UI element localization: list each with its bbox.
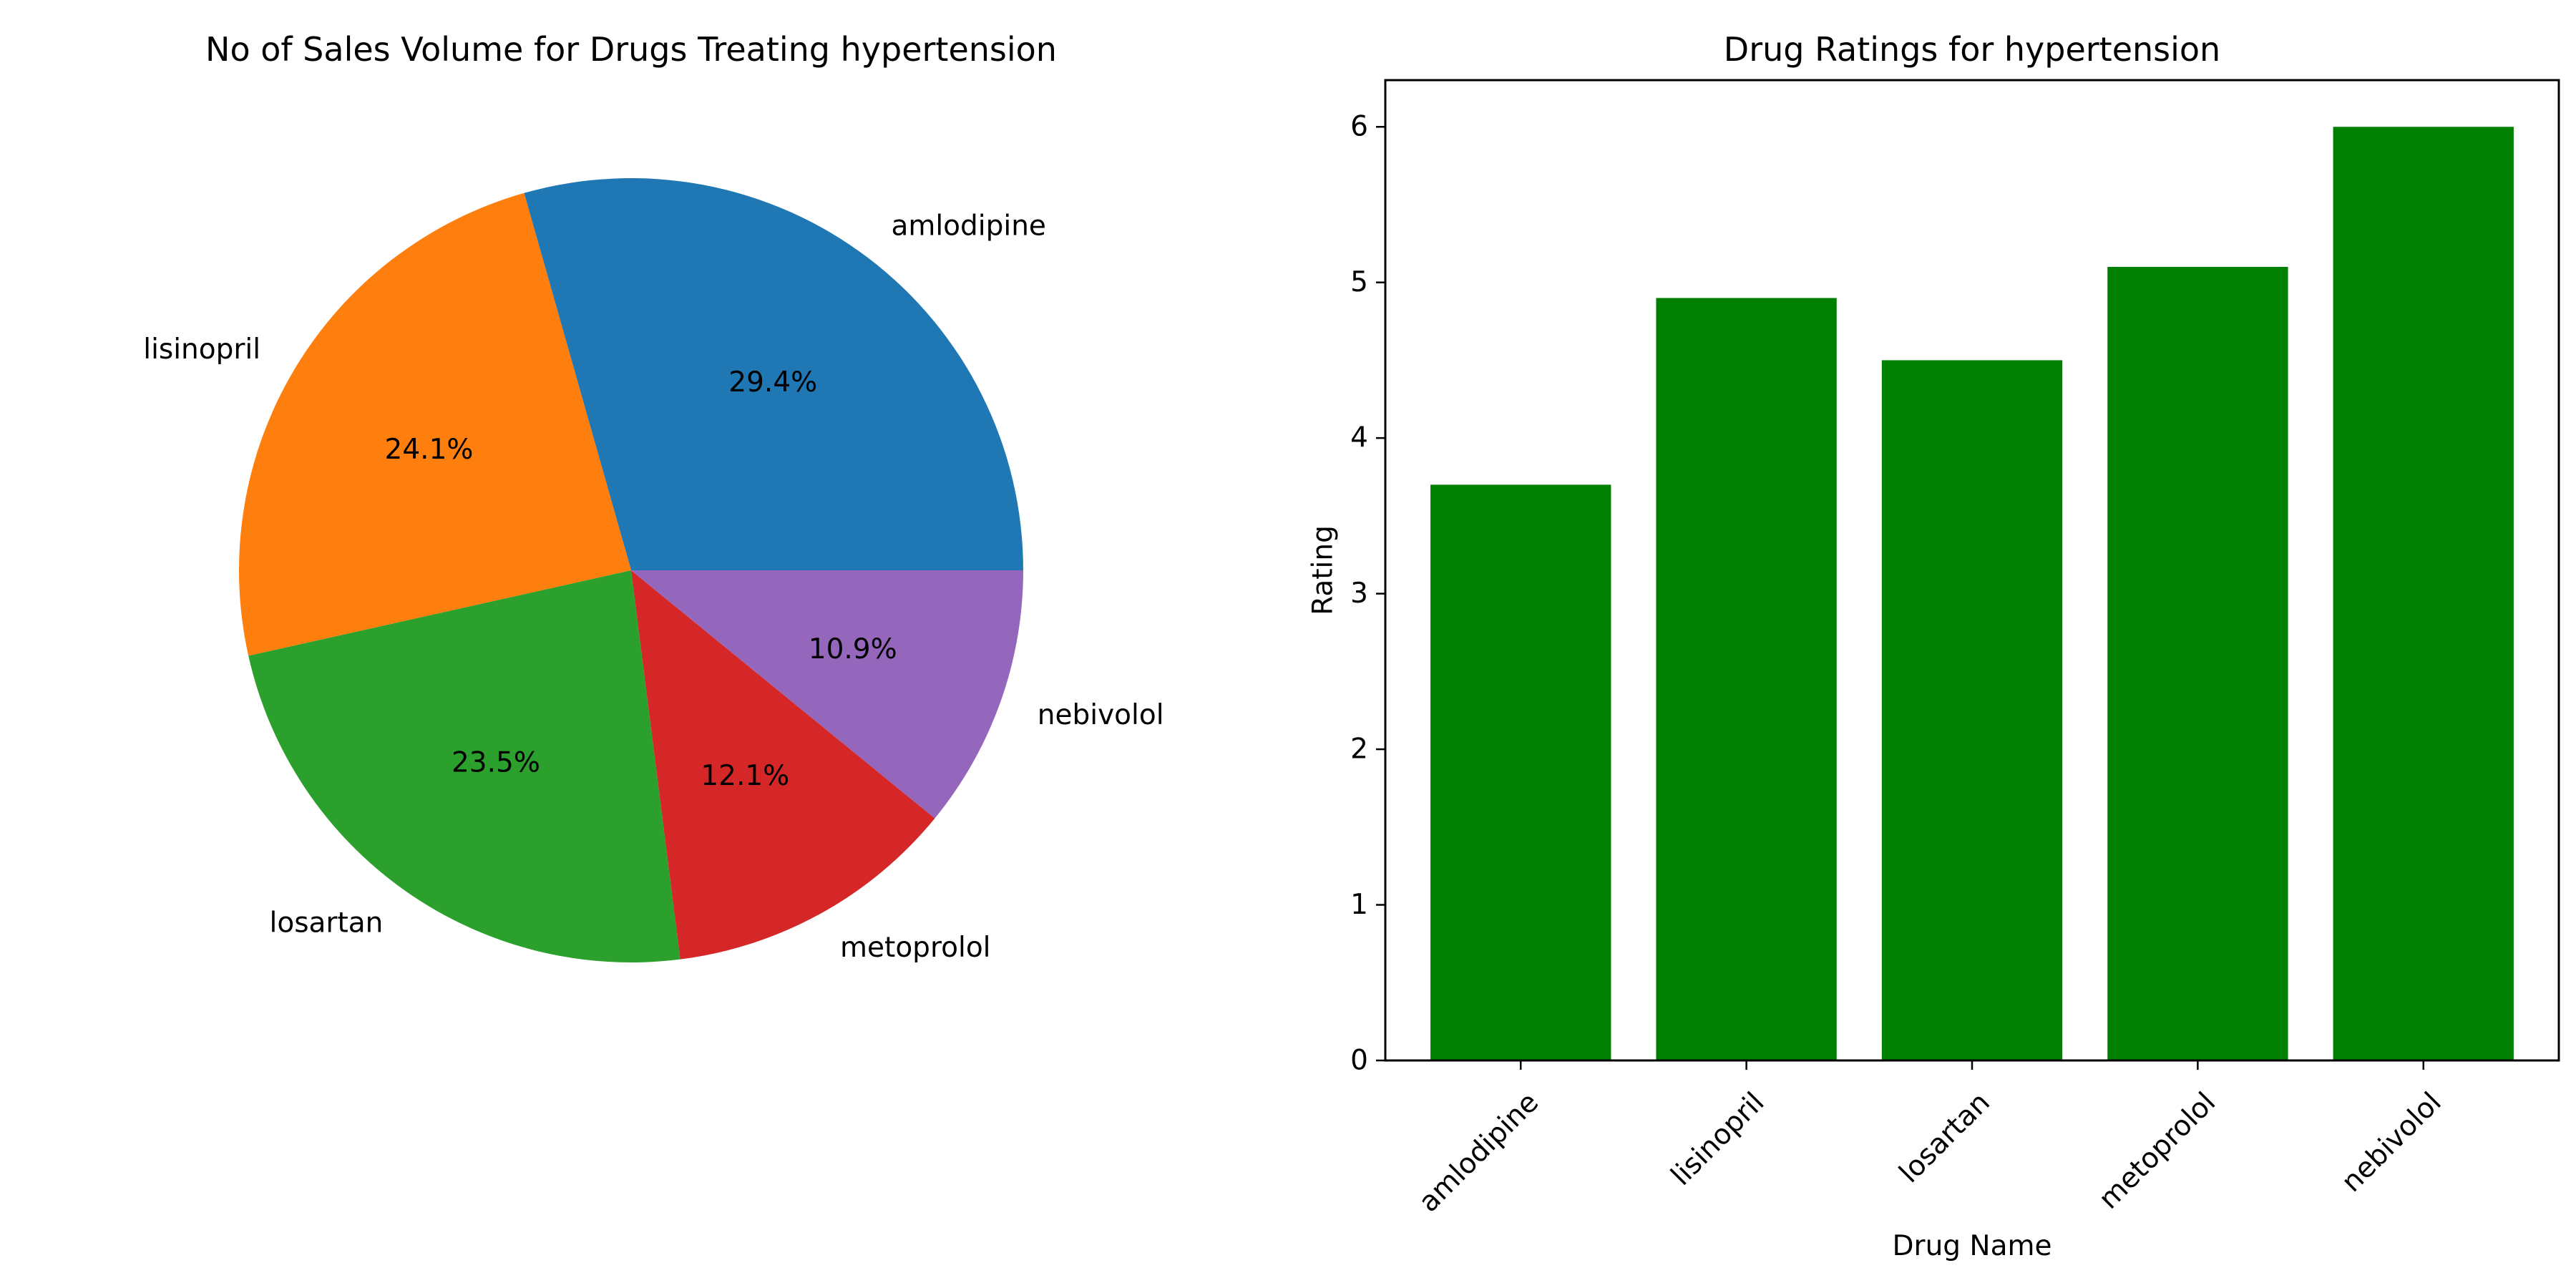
plot-frame [1384, 79, 2560, 1062]
bar-losartan [1881, 360, 2063, 1060]
pie-chart-title: No of Sales Volume for Drugs Treating hy… [205, 30, 1057, 69]
bar-amlodipine [1430, 484, 1611, 1060]
y-tick-label-5: 5 [1350, 266, 1368, 298]
y-axis-ticks: 0 1 2 3 4 5 6 [1350, 111, 1385, 1077]
y-tick-label-6: 6 [1350, 111, 1368, 143]
bar-lisinopril [1656, 298, 1837, 1060]
y-tick-label-2: 2 [1350, 733, 1368, 766]
pie-slices [238, 177, 1023, 962]
x-axis-label: Drug Name [1893, 1230, 2052, 1262]
pie-slice-nebivolol [631, 570, 1023, 819]
pie-percent-losartan: 23.5% [452, 747, 540, 779]
pie-percent-nebivolol: 10.9% [809, 633, 897, 665]
bar-metoprolol [2107, 266, 2288, 1060]
pie-slice-amlodipine [524, 177, 1023, 570]
pie-label-nebivolol: nebivolol [1038, 699, 1164, 731]
bars [1430, 127, 2514, 1061]
y-tick-label-0: 0 [1350, 1045, 1368, 1077]
y-axis-label: Rating [1307, 525, 1340, 615]
y-tick-label-1: 1 [1350, 889, 1368, 921]
pie-label-losartan: losartan [270, 907, 384, 940]
y-tick-label-4: 4 [1350, 422, 1368, 454]
pie-slice-lisinopril [238, 192, 631, 656]
pie-label-amlodipine: amlodipine [891, 210, 1045, 243]
pie-percent-metoprolol: 12.1% [701, 760, 789, 792]
pie-labels: amlodipine 29.4% lisinopril 24.1% losartan 23… [143, 210, 1163, 964]
pie-percent-lisinopril: 24.1% [385, 434, 474, 466]
pie-slice-metoprolol [631, 570, 935, 960]
pie-chart: No of Sales Volume for Drugs Treating hy… [143, 30, 1163, 964]
pie-slice-losartan [248, 570, 680, 962]
bar-nebivolol [2333, 127, 2514, 1061]
pie-percent-amlodipine: 29.4% [728, 366, 817, 399]
pie-label-lisinopril: lisinopril [143, 333, 260, 366]
bar-chart-title: Drug Ratings for hypertension [1724, 30, 2220, 69]
pie-label-metoprolol: metoprolol [840, 932, 990, 964]
y-tick-label-3: 3 [1350, 577, 1368, 610]
